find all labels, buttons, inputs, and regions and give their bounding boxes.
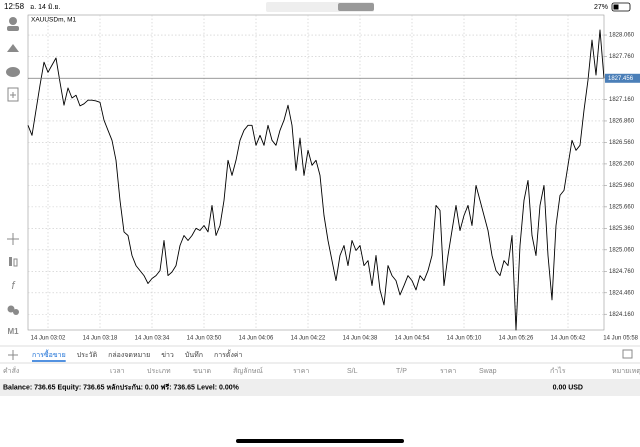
column-header: Swap <box>479 368 497 375</box>
y-tick-label: 1825.360 <box>609 226 635 232</box>
y-tick-label: 1826.860 <box>609 119 635 125</box>
x-tick-label: 14 Jun 04:38 <box>343 336 378 342</box>
status-battery: 27% <box>594 4 608 11</box>
chart-type-icon-2 <box>13 258 18 267</box>
column-header: คำสั่ง <box>3 366 19 375</box>
objects-icon-2 <box>13 309 19 315</box>
x-tick-label: 14 Jun 05:58 <box>603 336 638 342</box>
y-tick-label: 1824.460 <box>609 290 635 296</box>
y-tick-label: 1828.060 <box>609 33 635 39</box>
new-order-plus <box>10 92 16 98</box>
crosshair-icon[interactable] <box>7 233 19 245</box>
column-header: S/L <box>347 368 358 375</box>
column-header: ประเภท <box>147 368 171 375</box>
y-tick-label: 1825.960 <box>609 183 635 189</box>
x-tick-label: 14 Jun 03:34 <box>135 336 170 342</box>
y-tick-label: 1824.760 <box>609 269 635 275</box>
chart-title: XAUUSDm, M1 <box>31 17 77 24</box>
status-time: 12:58 <box>4 2 25 11</box>
tab[interactable]: ข่าว <box>161 352 174 359</box>
price-line <box>27 29 605 331</box>
column-header: ขนาด <box>193 368 211 375</box>
timeframe-button[interactable]: M1 <box>7 327 19 336</box>
x-tick-label: 14 Jun 05:10 <box>447 336 482 342</box>
y-tick-label: 1826.260 <box>609 161 635 167</box>
account-icon-body <box>7 26 19 31</box>
chart-type-icon[interactable] <box>9 257 12 266</box>
chat-icon[interactable] <box>6 67 20 77</box>
tab[interactable]: ประวัติ <box>77 351 98 359</box>
indicator-icon[interactable]: f <box>11 280 15 292</box>
column-header: สัญลักษณ์ <box>233 367 263 375</box>
plot-frame <box>27 14 605 331</box>
trade-icon[interactable] <box>7 44 19 52</box>
add-button[interactable] <box>8 350 18 360</box>
objects-icon[interactable] <box>7 305 15 313</box>
column-header: กำไร <box>550 366 566 375</box>
home-indicator <box>236 439 404 443</box>
x-tick-label: 14 Jun 03:18 <box>83 336 118 342</box>
plot-area: 1828.060 1827.760 1827.160 1826.860 1826.560… <box>27 15 640 342</box>
x-tick-label: 14 Jun 03:02 <box>31 336 66 342</box>
column-header: เวลา <box>110 368 125 375</box>
x-tick-label: 14 Jun 03:50 <box>187 336 222 342</box>
y-tick-label: 1827.160 <box>609 97 635 103</box>
bid-label-bg <box>605 73 640 83</box>
account-summary: Balance: 736.65 Equity: 736.65 หลักประกั… <box>3 383 240 391</box>
x-tick-label: 14 Jun 04:22 <box>291 336 326 342</box>
address-bar-handle <box>338 3 374 11</box>
battery-icon <box>611 2 631 12</box>
tab[interactable]: กล่องจดหมาย <box>108 352 150 359</box>
tab[interactable]: การซื้อขาย <box>32 348 66 359</box>
y-tick-label: 1825.060 <box>609 247 635 253</box>
y-tick-label: 1826.560 <box>609 140 635 146</box>
x-tick-label: 14 Jun 05:42 <box>551 336 586 342</box>
account-profit: 0.00 USD <box>553 384 583 391</box>
new-order-icon[interactable] <box>7 87 19 102</box>
y-tick-label: 1825.660 <box>609 204 635 210</box>
status-date: อ. 14 มิ.ย. <box>30 3 60 11</box>
left-toolbar: f M1 <box>6 17 20 336</box>
column-header: ราคา <box>440 368 456 375</box>
column-header: ราคา <box>293 368 309 375</box>
table-header: คำสั่ง เวลา ประเภท ขนาด สัญลักษณ์ ราคา S/L T/P ร… <box>3 366 640 375</box>
tab[interactable]: บันทึก <box>185 350 203 359</box>
y-tick-label: 1827.760 <box>609 54 635 60</box>
bid-label: 1827.456 <box>608 76 634 82</box>
x-tick-label: 14 Jun 04:54 <box>395 336 430 342</box>
y-tick-label: 1824.160 <box>609 312 635 318</box>
column-header: T/P <box>396 368 407 375</box>
column-header: หมายเหตุ <box>612 368 640 375</box>
tab-bar: การซื้อขาย ประวัติ กล่องจดหมาย ข่าว บันทึก กา… <box>32 348 243 362</box>
tab[interactable]: การตั้งค่า <box>214 348 243 359</box>
x-tick-label: 14 Jun 05:26 <box>499 336 534 342</box>
layout-button[interactable] <box>622 349 633 359</box>
battery-level <box>613 4 619 10</box>
account-icon[interactable] <box>9 17 17 25</box>
account-row <box>0 379 640 396</box>
x-tick-label: 14 Jun 04:06 <box>239 336 274 342</box>
